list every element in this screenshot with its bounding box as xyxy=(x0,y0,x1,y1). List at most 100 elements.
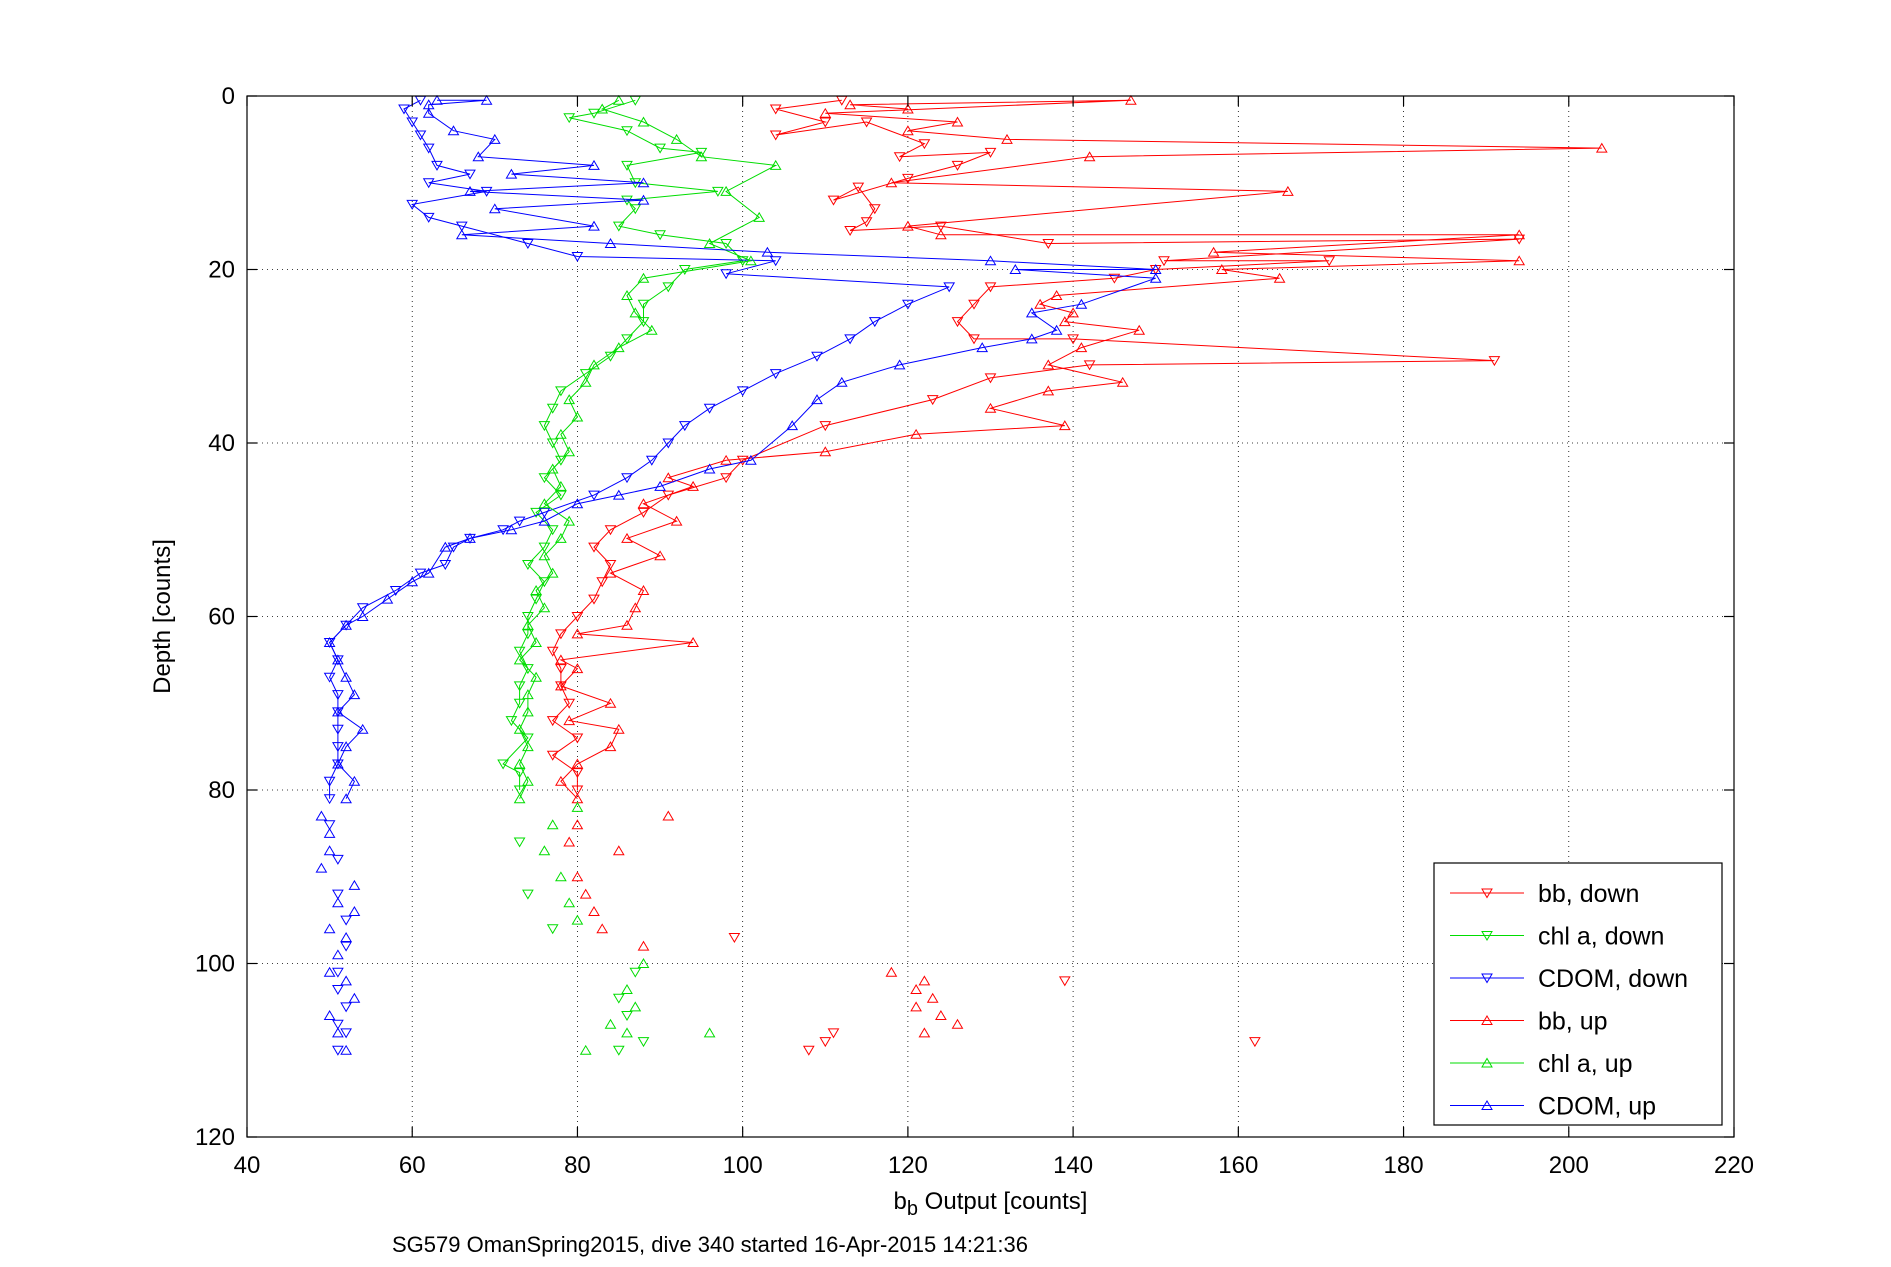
legend-marker xyxy=(1481,1100,1493,1110)
data-point xyxy=(678,265,691,275)
data-point xyxy=(629,602,642,613)
data-point xyxy=(571,768,584,779)
legend-entry: bb, down xyxy=(1450,880,1639,908)
data-point xyxy=(332,742,344,753)
data-point xyxy=(323,794,336,805)
data-point xyxy=(893,359,906,370)
data-point xyxy=(455,221,468,232)
data-point xyxy=(332,854,344,865)
data-point xyxy=(563,394,576,405)
data-point xyxy=(546,716,559,727)
legend-label: CDOM, down xyxy=(1538,965,1688,993)
data-point xyxy=(348,775,361,786)
y-tick-label: 20 xyxy=(208,257,235,284)
data-point xyxy=(902,220,914,231)
data-point xyxy=(555,871,567,882)
data-point xyxy=(902,103,914,114)
x-tick-label: 140 xyxy=(1053,1152,1093,1179)
series-line xyxy=(502,99,744,790)
data-point xyxy=(802,1045,815,1056)
data-point xyxy=(637,317,650,328)
data-point xyxy=(1075,342,1088,353)
data-point xyxy=(1058,316,1071,327)
data-point xyxy=(819,107,832,118)
data-point xyxy=(902,125,914,136)
data-point xyxy=(637,507,650,518)
data-point xyxy=(555,629,567,640)
data-point xyxy=(1215,264,1228,274)
legend-marker xyxy=(1481,888,1493,899)
data-point xyxy=(1249,1037,1261,1048)
data-point xyxy=(868,204,881,215)
data-point xyxy=(621,160,633,171)
data-point xyxy=(522,706,534,717)
data-point xyxy=(497,525,509,536)
data-point xyxy=(1034,298,1046,309)
data-point xyxy=(943,282,956,293)
data-point xyxy=(513,654,526,665)
y-tick-label: 120 xyxy=(195,1124,235,1151)
data-point xyxy=(563,897,576,908)
data-point xyxy=(687,637,699,647)
data-point xyxy=(1075,298,1088,309)
data-point xyxy=(720,473,732,484)
y-tick-label: 40 xyxy=(208,430,235,457)
data-point xyxy=(902,299,914,310)
data-point xyxy=(604,741,617,752)
data-point xyxy=(761,246,774,257)
data-point xyxy=(1042,239,1055,249)
y-tick-label: 60 xyxy=(208,604,235,631)
data-point xyxy=(604,567,617,578)
data-point xyxy=(1067,334,1079,345)
data-point xyxy=(769,369,782,380)
data-point xyxy=(604,525,617,536)
data-point xyxy=(530,507,542,518)
data-point xyxy=(555,386,567,397)
data-point xyxy=(340,1002,352,1013)
data-point xyxy=(513,785,526,796)
data-point xyxy=(720,269,732,280)
data-point xyxy=(918,1027,931,1038)
data-point xyxy=(1001,133,1013,144)
data-point xyxy=(745,255,757,266)
data-point xyxy=(984,255,997,266)
data-point xyxy=(513,646,526,657)
data-point xyxy=(332,1045,344,1056)
data-point xyxy=(951,116,964,127)
data-point xyxy=(513,516,526,527)
data-point xyxy=(1083,360,1096,371)
data-point xyxy=(340,941,352,952)
data-point xyxy=(340,741,352,752)
data-point xyxy=(522,619,534,630)
data-point xyxy=(1125,94,1137,105)
x-axis-label-subscript: b xyxy=(907,1198,918,1220)
x-axis-label-base: b xyxy=(894,1188,907,1215)
data-point xyxy=(522,775,534,786)
legend-label: chl a, up xyxy=(1538,1050,1633,1078)
data-point xyxy=(323,923,336,934)
data-point xyxy=(323,827,336,838)
legend: bb, down chl a, down CDOM, down bb, up chl a… xyxy=(1433,862,1723,1126)
data-point xyxy=(918,975,931,986)
data-point xyxy=(687,480,699,491)
x-tick-label: 200 xyxy=(1549,1152,1589,1179)
data-point xyxy=(522,889,534,900)
legend-label: bb, down xyxy=(1538,880,1639,908)
series-line xyxy=(551,99,1520,790)
data-point xyxy=(571,628,584,639)
data-point xyxy=(472,151,485,162)
data-point xyxy=(571,871,584,882)
data-point xyxy=(662,438,675,449)
data-point xyxy=(769,159,782,170)
data-point xyxy=(422,178,435,189)
data-point xyxy=(604,697,617,708)
data-point xyxy=(984,373,997,384)
series-line xyxy=(329,99,1156,799)
data-point xyxy=(555,654,567,665)
data-point xyxy=(662,472,675,483)
data-point xyxy=(1207,246,1220,257)
data-point xyxy=(645,324,658,335)
data-point xyxy=(621,334,633,345)
data-point xyxy=(662,810,675,821)
data-point xyxy=(827,195,840,206)
